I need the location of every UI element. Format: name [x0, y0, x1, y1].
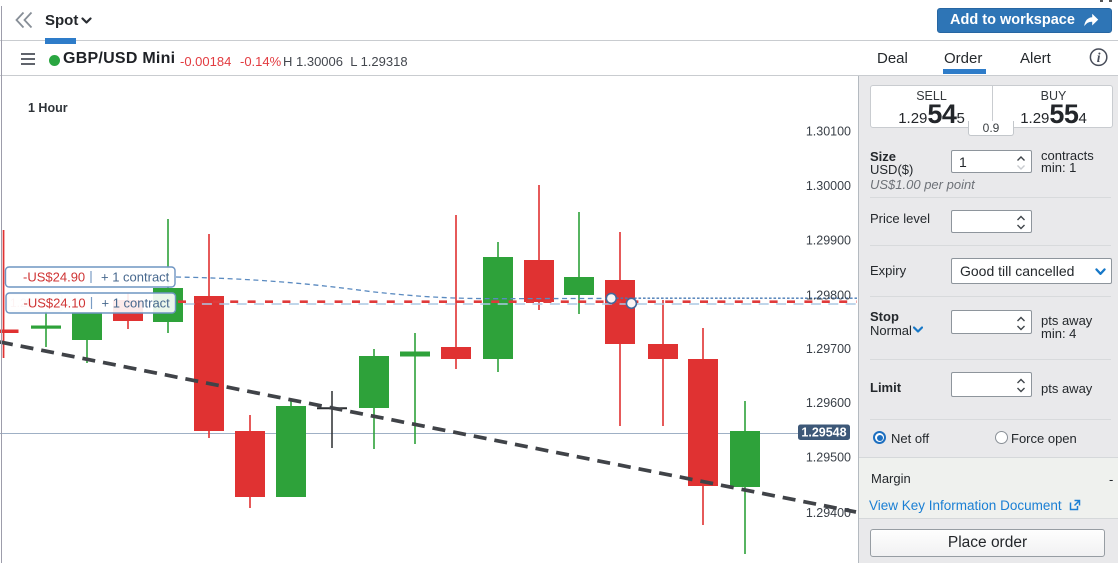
svg-text:i: i — [1097, 50, 1101, 65]
svg-text:-US$24.90: -US$24.90 — [23, 270, 85, 285]
svg-text:+ 1 contract: + 1 contract — [102, 296, 171, 311]
svg-text:1.29600: 1.29600 — [806, 396, 851, 410]
svg-text:1.29900: 1.29900 — [806, 234, 851, 248]
svg-text:1.29500: 1.29500 — [806, 451, 851, 465]
svg-text:1.29548: 1.29548 — [801, 426, 846, 440]
svg-text:1.30000: 1.30000 — [806, 179, 851, 193]
svg-text:1.30100: 1.30100 — [806, 125, 851, 139]
svg-text:-US$24.10: -US$24.10 — [24, 296, 86, 311]
svg-text:1.29400: 1.29400 — [806, 506, 851, 520]
svg-text:1.29800: 1.29800 — [806, 289, 851, 303]
svg-text:1.29700: 1.29700 — [806, 342, 851, 356]
svg-text:+ 1 contract: + 1 contract — [101, 270, 170, 285]
